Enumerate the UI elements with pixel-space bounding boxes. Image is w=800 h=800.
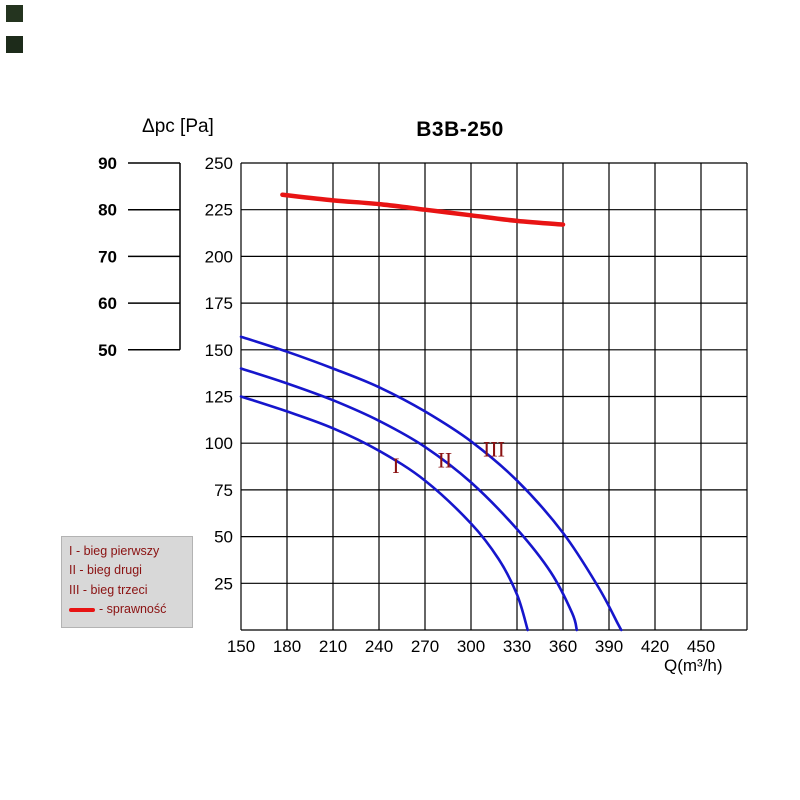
x-tick-label: 150	[227, 637, 255, 656]
efficiency-tick-label: 80	[98, 201, 117, 220]
y-tick-label: 75	[214, 481, 233, 500]
efficiency-tick-label: 90	[98, 154, 117, 173]
y-tick-label: 125	[205, 388, 233, 407]
x-tick-label: 360	[549, 637, 577, 656]
efficiency-tick-label: 70	[98, 247, 117, 266]
corner-artifact-square	[6, 5, 23, 22]
curve-bieg-II	[239, 367, 579, 632]
y-tick-label: 200	[205, 247, 233, 266]
y-tick-label: 150	[205, 341, 233, 360]
legend-item-sprawnosc: - sprawność	[69, 600, 186, 619]
y-tick-label: 175	[205, 294, 233, 313]
y-tick-label: 50	[214, 528, 233, 547]
curve-bieg-I	[239, 395, 529, 632]
efficiency-tick-label: 50	[98, 341, 117, 360]
y-tick-label: 250	[205, 154, 233, 173]
x-tick-label: 420	[641, 637, 669, 656]
x-tick-label: 240	[365, 637, 393, 656]
x-tick-label: 450	[687, 637, 715, 656]
y-tick-label: 100	[205, 434, 233, 453]
legend-item-label: I - bieg pierwszy	[69, 544, 160, 558]
legend-item-bieg-3: III - bieg trzeci	[69, 581, 186, 600]
legend-box: I - bieg pierwszy II - bieg drugi III - …	[61, 536, 193, 628]
x-tick-label: 390	[595, 637, 623, 656]
x-tick-label: 180	[273, 637, 301, 656]
legend-item-bieg-1: I - bieg pierwszy	[69, 542, 186, 561]
x-tick-label: 300	[457, 637, 485, 656]
y-tick-label: 225	[205, 201, 233, 220]
legend-item-label: III - bieg trzeci	[69, 582, 148, 597]
curve-sprawnosc	[280, 192, 566, 227]
y-tick-label: 25	[214, 574, 233, 593]
legend-item-bieg-2: II - bieg drugi	[69, 561, 186, 580]
chart-title: B3B-250	[416, 118, 504, 141]
curve-bieg-III	[239, 335, 623, 632]
x-tick-label: 270	[411, 637, 439, 656]
curve-label-III: III	[483, 436, 505, 461]
x-axis-label: Q(m³/h)	[664, 656, 723, 675]
x-tick-label: 330	[503, 637, 531, 656]
legend-item-label: - sprawność	[99, 602, 167, 617]
corner-artifact-square	[6, 36, 23, 53]
legend-item-label: II - bieg drugi	[69, 563, 142, 578]
curve-label-II: II	[438, 447, 453, 472]
y-axis-label: Δpc [Pa]	[142, 116, 214, 137]
x-tick-label: 210	[319, 637, 347, 656]
curve-label-I: I	[392, 453, 399, 478]
efficiency-line-swatch	[69, 607, 95, 612]
efficiency-tick-label: 60	[98, 294, 117, 313]
